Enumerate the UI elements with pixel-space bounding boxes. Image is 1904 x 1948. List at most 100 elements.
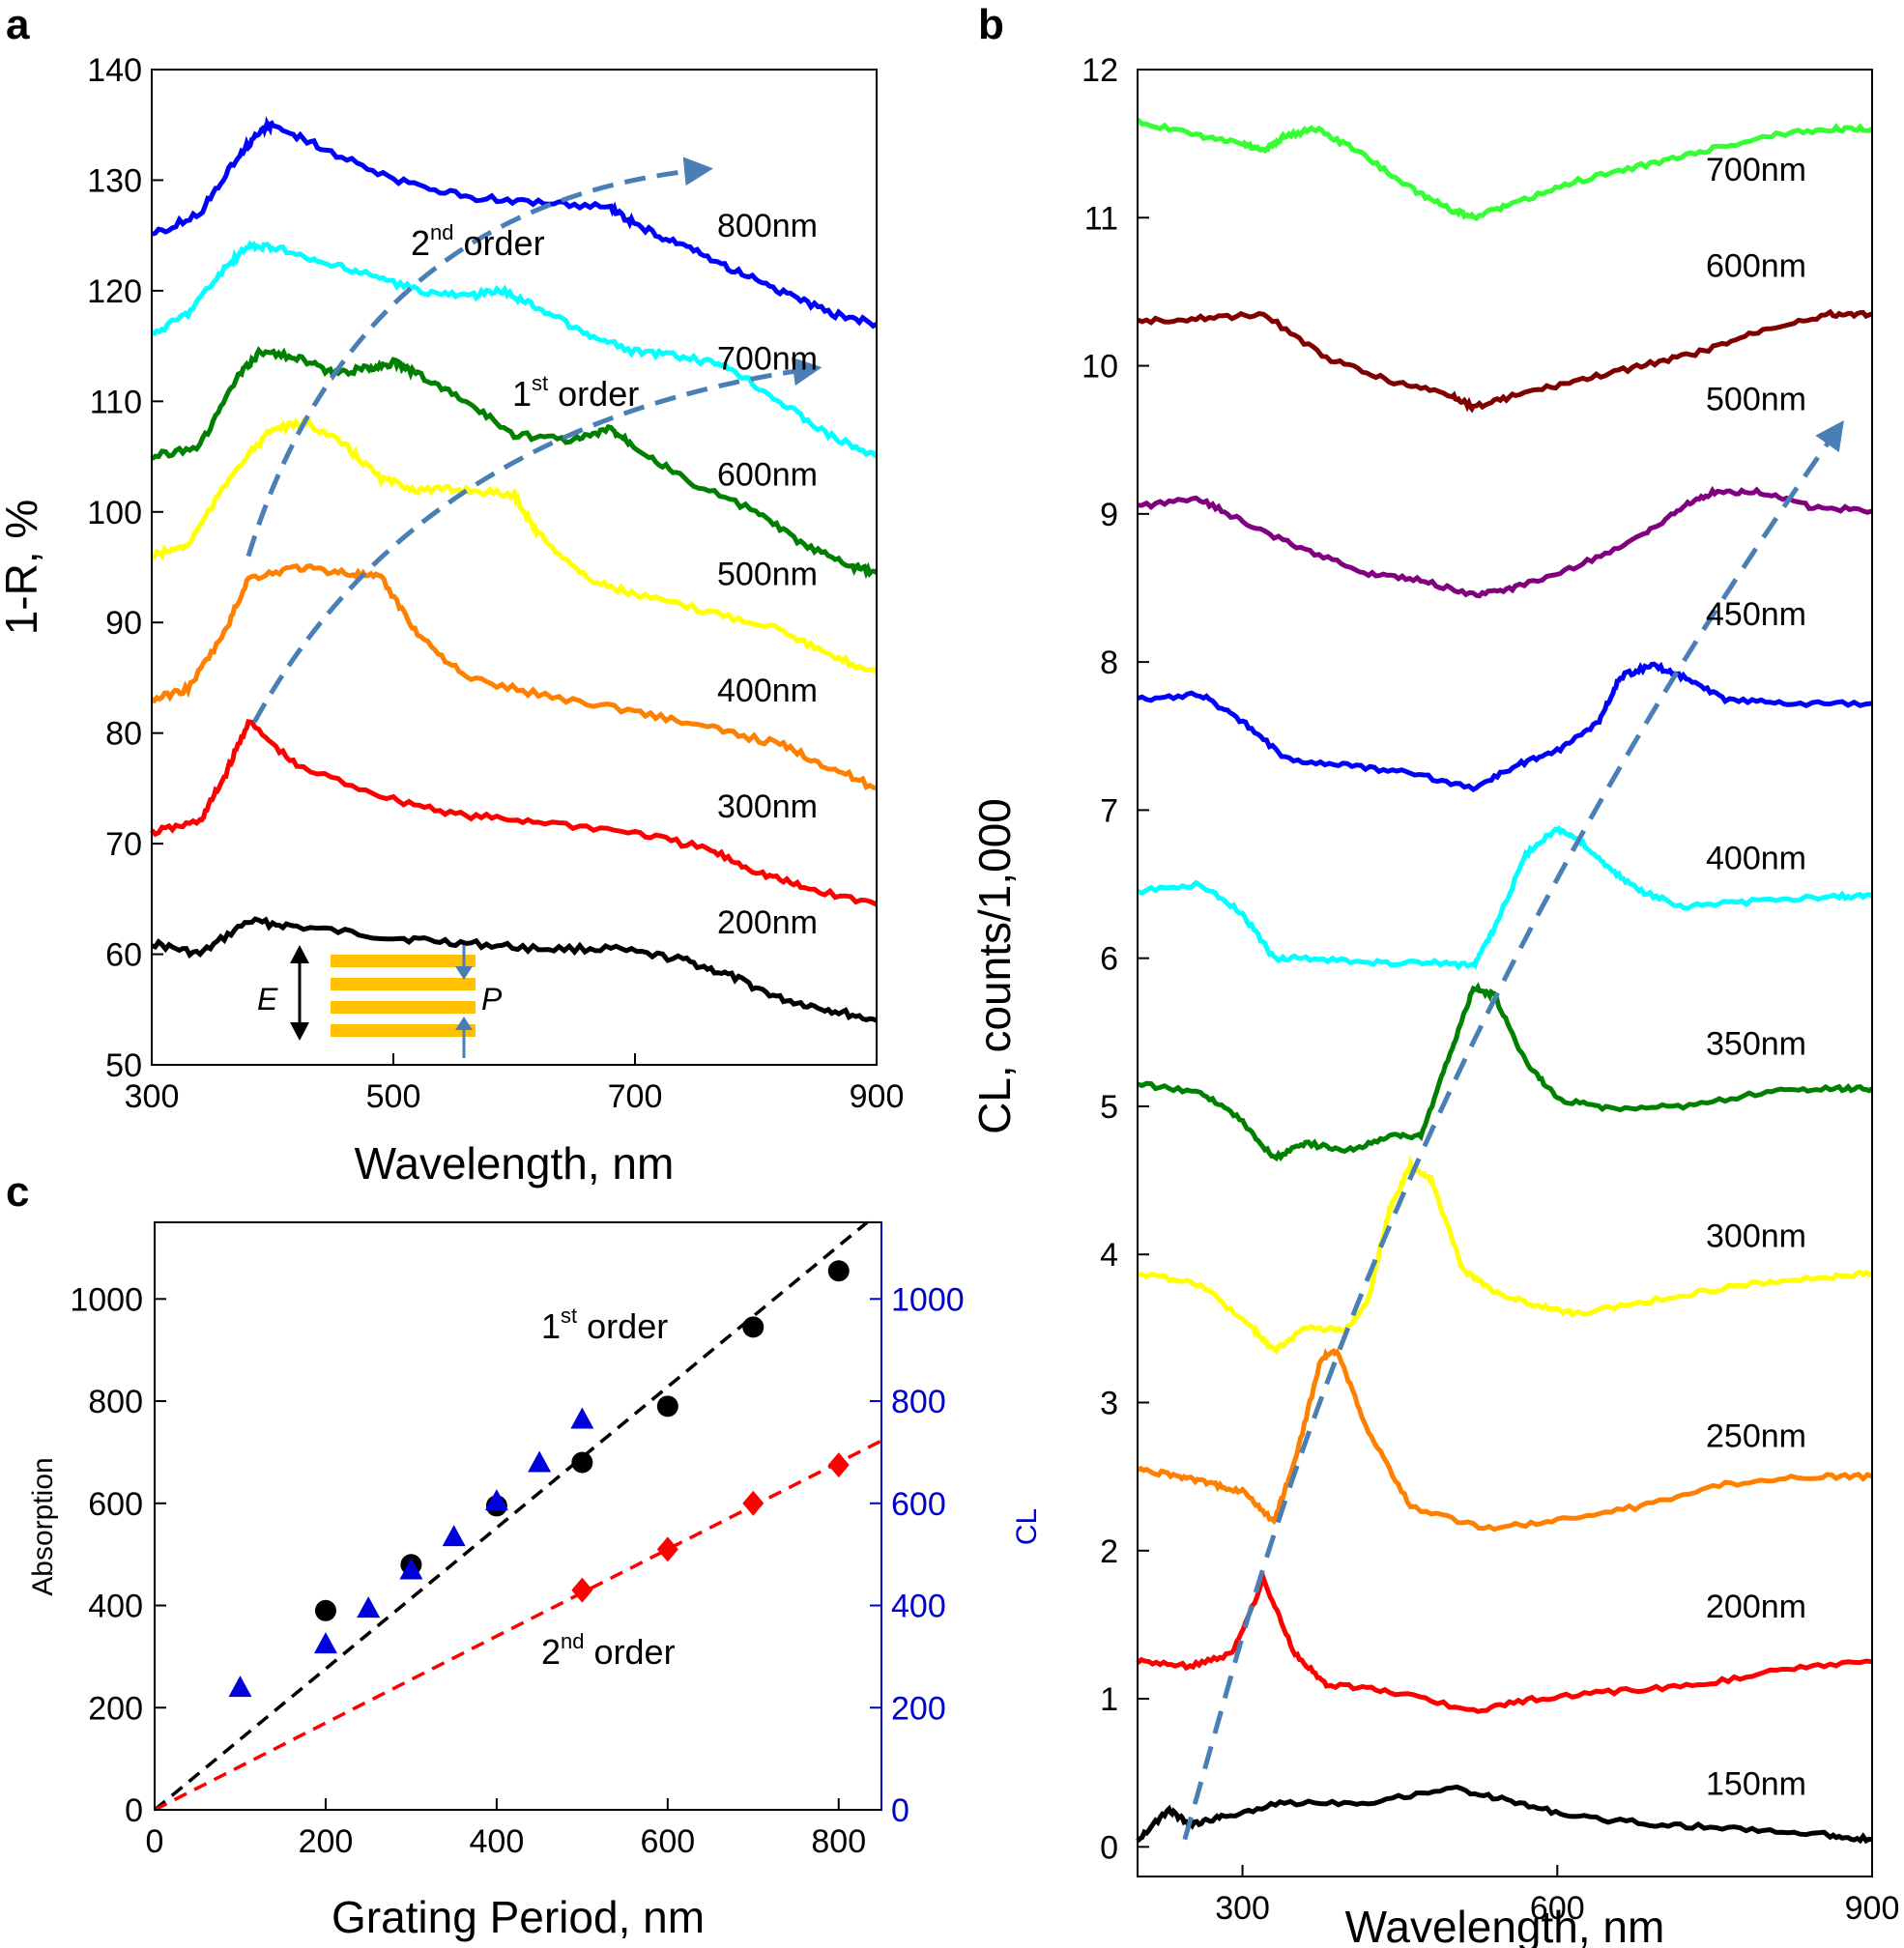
panel-a-curve-800nm: [151, 115, 879, 329]
panel-a-ytick-label: 140: [87, 52, 142, 89]
panel-b-frame: [1137, 69, 1873, 1877]
panel-c-y2label: CL: [1011, 1508, 1043, 1545]
panel-c-point-circle: [827, 1260, 850, 1282]
panel-a-frame: [151, 69, 878, 1066]
inset-grating-bar-2: [331, 978, 476, 990]
panel-a-ytick-label: 130: [87, 162, 142, 199]
panel-c-letter: c: [6, 1168, 29, 1216]
panel-c-y2tick-label: 600: [891, 1486, 946, 1523]
panel-a-curve-500nm: [151, 416, 879, 674]
panel-c-point-circle: [742, 1316, 764, 1338]
panel-c-xlabel: Grating Period, nm: [332, 1892, 705, 1942]
panel-a-curve-700nm: [150, 240, 879, 459]
panel-b-xtick-label: 600: [1530, 1890, 1585, 1927]
panel-b-ytick-label: 7: [1100, 792, 1118, 829]
c-first-order-text: order: [587, 1306, 668, 1346]
panel-a-ticks: 300 500 700 900 50 60 70 80 90 100 110 120 130 140: [87, 52, 904, 1115]
panel-c-point-circle: [314, 1599, 336, 1621]
panel-b-guides: [1182, 419, 1844, 1841]
panel-c-ytick-label: 400: [88, 1589, 143, 1625]
panel-a-label-200nm: 200nm: [717, 904, 818, 941]
inset-p-arrowhead-top: [455, 966, 473, 980]
panel-b-ylabel: CL, counts/1,000: [969, 798, 1020, 1134]
panel-c-point-triangle: [442, 1525, 466, 1547]
panel-a-ytick-label: 60: [105, 937, 142, 974]
panel-c-point-diamond: [571, 1577, 593, 1603]
panel-c-ytick-label: 1000: [70, 1281, 143, 1318]
panel-c-y2tick-label: 0: [891, 1792, 909, 1829]
panel-b-label-500nm: 500nm: [1706, 382, 1806, 418]
panel-b-xlabel: Wavelength, nm: [1345, 1902, 1665, 1948]
panel-a-label-500nm: 500nm: [717, 557, 818, 593]
panel-c-ytick-label: 200: [88, 1690, 143, 1727]
panel-a-curve-400nm: [150, 562, 878, 791]
panel-a-guides: [245, 157, 822, 724]
panel-b-curve-500nm: [1137, 485, 1873, 599]
panel-b-ytick-label: 4: [1100, 1237, 1118, 1274]
panel-c-second-order-label: 2nd order: [541, 1629, 676, 1672]
panel-b-curve-400nm: [1137, 824, 1874, 971]
panel-a-second-order-label: 2nd order: [411, 220, 545, 263]
panel-c-xtick-label: 0: [146, 1823, 164, 1860]
inset-e-label: E: [257, 982, 278, 1017]
panel-a-label-400nm: 400nm: [717, 673, 818, 709]
first-order-num: 1: [512, 374, 532, 414]
panel-b-curve-350nm: [1137, 982, 1874, 1162]
panel-b-curve-300nm: [1137, 1154, 1873, 1356]
panel-a-xtick-label: 500: [366, 1078, 421, 1115]
panel-a-chart: 300 500 700 900 50 60 70 80 90 100 110 120 130 140 20…: [0, 52, 904, 1189]
panel-a-ytick-label: 70: [105, 826, 142, 863]
panel-c-xtick-label: 800: [811, 1823, 866, 1860]
panel-b-ytick-label: 11: [1084, 200, 1118, 237]
panel-a-curve-labels: 200nm 300nm 400nm 500nm 600nm 700nm 800nm: [717, 208, 818, 941]
inset-e-arrowhead-bottom: [290, 1022, 309, 1041]
panel-c-point-diamond: [656, 1536, 678, 1562]
panel-b-curve-700nm: [1136, 117, 1874, 222]
panel-b-xtick-label: 900: [1845, 1890, 1900, 1927]
inset-grating-bar-1: [331, 955, 476, 967]
panel-a-ytick-label: 100: [87, 495, 142, 531]
panel-c-point-circle: [656, 1395, 678, 1418]
panel-a-first-order-guide: [252, 357, 822, 724]
panel-b-ytick-label: 8: [1100, 645, 1118, 681]
panel-b-ytick-label: 1: [1100, 1681, 1118, 1718]
panel-a-xtick-label: 300: [125, 1078, 180, 1115]
second-order-num: 2: [411, 223, 430, 263]
first-order-sup: st: [532, 371, 548, 395]
panel-c-ytick-label: 800: [88, 1384, 143, 1420]
panel-c-point-diamond: [742, 1490, 764, 1516]
panel-c-fit-lines: [153, 1220, 882, 1812]
panel-a-second-order-guide: [245, 157, 713, 558]
inset-grating-bar-3: [331, 1001, 476, 1014]
panel-a-ytick-label: 80: [105, 716, 142, 753]
panel-b-label-350nm: 350nm: [1706, 1025, 1806, 1062]
panel-a-ytick-label: 50: [105, 1047, 142, 1084]
panel-b-label-450nm: 450nm: [1706, 596, 1806, 633]
panel-c-y2tick-label: 800: [891, 1384, 946, 1420]
c-first-order-num: 1: [541, 1306, 561, 1346]
panel-c-point-triangle: [357, 1596, 381, 1619]
panel-c-fit-0: [153, 1220, 869, 1812]
second-order-text: order: [464, 223, 545, 263]
panel-b-ytick-label: 9: [1100, 497, 1118, 533]
panel-b-ytick-label: 10: [1082, 349, 1118, 386]
panel-b-ytick-label: 2: [1100, 1533, 1118, 1570]
panel-c-point-triangle: [528, 1450, 552, 1473]
panel-a-label-300nm: 300nm: [717, 788, 818, 825]
inset-p-arrowhead-bottom: [455, 1017, 473, 1030]
panel-b-label-300nm: 300nm: [1706, 1218, 1806, 1255]
inset-grating-bar-4: [331, 1024, 476, 1037]
panel-a-curve-600nm: [150, 346, 879, 580]
panel-a-label-800nm: 800nm: [717, 208, 818, 244]
panel-b-curve-250nm: [1136, 1347, 1873, 1533]
panel-a-curve-200nm: [151, 916, 878, 1023]
panel-b-xtick-label: 300: [1215, 1890, 1270, 1927]
panel-c-y2tick-label: 400: [891, 1589, 946, 1625]
panel-a-letter: a: [6, 1, 30, 48]
c-second-order-sup: nd: [561, 1629, 584, 1653]
panel-c-ytick-label: 0: [125, 1792, 143, 1829]
panel-c-point-triangle: [484, 1489, 508, 1511]
panel-a-ylabel: 1-R, %: [0, 500, 46, 636]
panel-c-points: [228, 1260, 850, 1698]
